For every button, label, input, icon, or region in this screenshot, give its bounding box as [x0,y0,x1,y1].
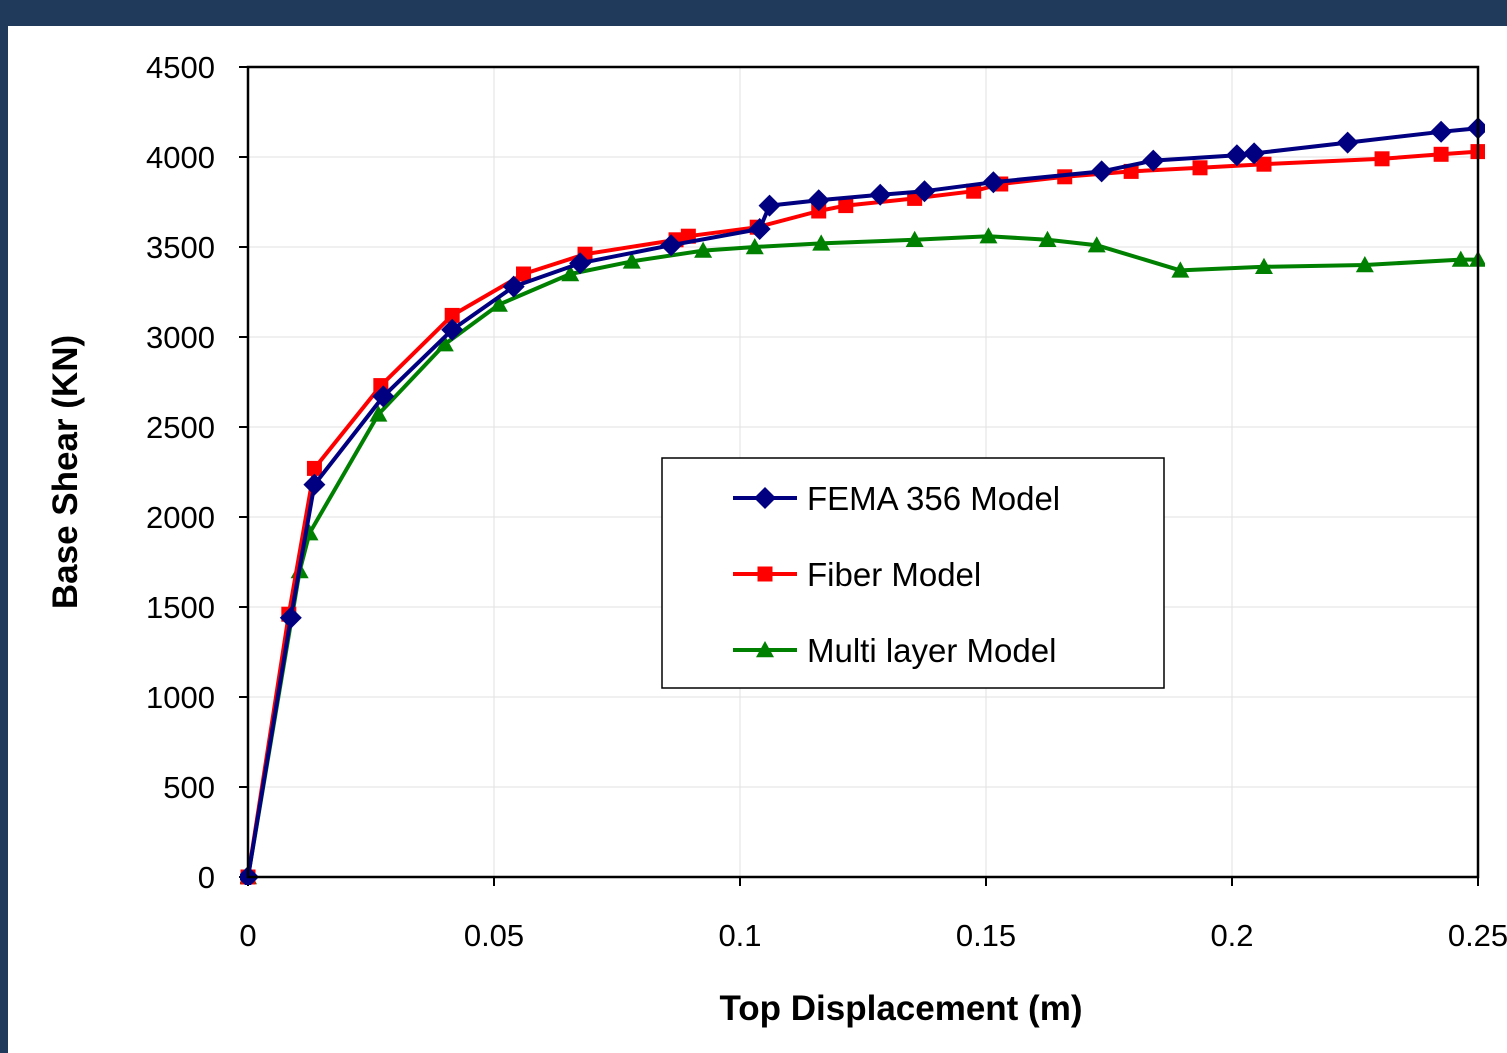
data-point [745,238,764,255]
y-tick-label: 4500 [146,50,215,85]
data-point [1254,257,1273,274]
series-layer [240,117,1485,885]
data-point [489,295,508,312]
data-point [1433,146,1449,162]
data-point [1336,131,1359,154]
y-tick-label: 3000 [146,320,215,355]
data-point [303,473,326,496]
data-point [1256,156,1272,172]
y-tick-label: 2000 [146,500,215,535]
data-point [372,385,395,408]
data-point [869,183,892,206]
data-point [1374,151,1390,167]
data-point [979,227,998,244]
legend-marker [754,487,776,509]
data-point [502,275,525,298]
data-point [306,460,322,476]
data-point [1171,261,1190,278]
data-point [1430,120,1453,143]
y-axis-ticks: 0 500 1000 1500 2000 2500 3000 3500 4000 4500 [146,50,248,895]
data-point [622,252,641,269]
data-point [435,335,454,352]
x-axis-ticks: 0 0.05 0.1 0.15 0.2 0.25 [239,877,1507,953]
x-tick-label: 0 [239,918,256,953]
y-tick-label: 2500 [146,410,215,445]
y-tick-label: 3500 [146,230,215,265]
data-point [812,234,831,251]
data-point [561,265,580,282]
legend-label: Multi layer Model [807,632,1056,669]
data-point [982,171,1005,194]
data-point [1225,144,1248,167]
data-point [838,198,854,214]
legend-item-multi-layer-model: Multi layer Model [733,632,1056,669]
x-tick-label: 0.2 [1210,918,1253,953]
data-point [1087,236,1106,253]
legend-label: FEMA 356 Model [807,480,1060,517]
data-point [1243,142,1266,165]
series-fema-356-model [240,117,1485,885]
legend-label: Fiber Model [807,556,981,593]
data-point [1192,160,1208,176]
y-tick-label: 1000 [146,680,215,715]
data-point [966,183,982,199]
data-point [1467,117,1485,140]
data-point [369,405,388,422]
series-line [246,234,1478,878]
data-point [441,318,464,341]
data-point [1038,230,1057,247]
data-point [1142,149,1165,172]
data-point [660,234,683,257]
x-tick-label: 0.25 [1448,918,1507,953]
x-axis-title: Top Displacement (m) [719,989,1082,1028]
y-tick-label: 500 [163,770,215,805]
data-point [913,180,936,203]
x-tick-label: 0.05 [464,918,524,953]
data-point [240,866,259,885]
data-point [807,189,830,212]
plot-border [246,65,1480,879]
legend-marker [757,566,773,582]
x-tick-label: 0.15 [956,918,1016,953]
legend: FEMA 356 Model Fiber Model Multi layer Mod… [661,457,1165,689]
y-tick-label: 0 [198,860,215,895]
series-line [246,149,1479,878]
y-axis-title: Base Shear (KN) [46,335,85,609]
y-tick-label: 4000 [146,140,215,175]
legend-item-fiber-model: Fiber Model [733,556,981,593]
y-tick-label: 1500 [146,590,215,625]
data-point [569,252,592,275]
legend-marker [756,641,774,658]
data-point [279,606,302,629]
data-point [444,307,460,323]
data-point [694,241,713,258]
legend-item-fema-356-model: FEMA 356 Model [733,480,1060,517]
data-point [758,194,781,217]
x-tick-label: 0.1 [718,918,761,953]
data-point [905,230,924,247]
data-point [1451,250,1470,267]
data-point [1355,256,1374,273]
data-point [516,266,532,282]
data-point [1090,160,1113,183]
data-point [748,218,771,240]
